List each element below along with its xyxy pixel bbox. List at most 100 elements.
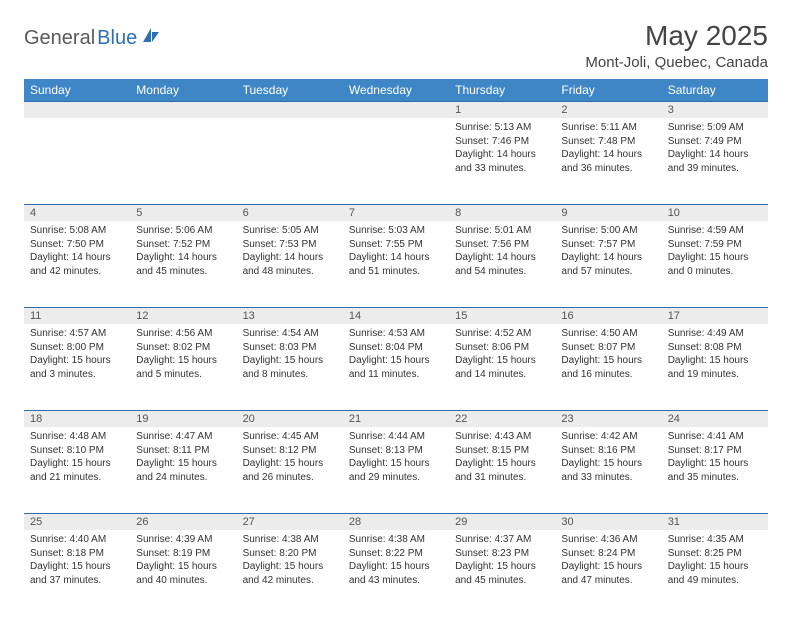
day-line-ss: Sunset: 8:03 PM [243, 341, 337, 355]
day-line-d1: Daylight: 15 hours [455, 354, 549, 368]
day-number: 25 [24, 514, 130, 531]
day-line-d2: and 47 minutes. [561, 574, 655, 588]
day-detail: Sunrise: 4:54 AMSunset: 8:03 PMDaylight:… [237, 324, 343, 387]
day-detail: Sunrise: 4:42 AMSunset: 8:16 PMDaylight:… [555, 427, 661, 490]
day-detail: Sunrise: 4:43 AMSunset: 8:15 PMDaylight:… [449, 427, 555, 490]
day-number: 10 [662, 205, 768, 222]
day-line-sr: Sunrise: 4:53 AM [349, 327, 443, 341]
day-line-d2: and 42 minutes. [30, 265, 124, 279]
day-line-sr: Sunrise: 5:01 AM [455, 224, 549, 238]
day-number: 15 [449, 308, 555, 325]
day-number: 3 [662, 102, 768, 119]
day-line-ss: Sunset: 8:25 PM [668, 547, 762, 561]
day-line-d2: and 40 minutes. [136, 574, 230, 588]
day-line-d1: Daylight: 15 hours [243, 354, 337, 368]
daynum-row: 11121314151617 [24, 308, 768, 325]
day-line-d2: and 57 minutes. [561, 265, 655, 279]
day-number: 2 [555, 102, 661, 119]
day-line-d1: Daylight: 14 hours [136, 251, 230, 265]
day-detail: Sunrise: 4:48 AMSunset: 8:10 PMDaylight:… [24, 427, 130, 490]
day-line-d1: Daylight: 15 hours [136, 560, 230, 574]
day-line-d1: Daylight: 15 hours [668, 354, 762, 368]
day-number: 16 [555, 308, 661, 325]
day-cell: Sunrise: 4:35 AMSunset: 8:25 PMDaylight:… [662, 530, 768, 616]
daynum-row: 45678910 [24, 205, 768, 222]
day-line-d2: and 33 minutes. [455, 162, 549, 176]
day-line-sr: Sunrise: 5:08 AM [30, 224, 124, 238]
day-line-d1: Daylight: 15 hours [349, 354, 443, 368]
title-block: May 2025 Mont-Joli, Quebec, Canada [585, 20, 768, 71]
day-line-ss: Sunset: 7:46 PM [455, 135, 549, 149]
day-cell: Sunrise: 4:44 AMSunset: 8:13 PMDaylight:… [343, 427, 449, 514]
day-number [237, 102, 343, 119]
day-cell: Sunrise: 4:45 AMSunset: 8:12 PMDaylight:… [237, 427, 343, 514]
day-detail: Sunrise: 4:36 AMSunset: 8:24 PMDaylight:… [555, 530, 661, 593]
day-cell [24, 118, 130, 205]
day-line-d2: and 5 minutes. [136, 368, 230, 382]
day-cell [130, 118, 236, 205]
day-number: 19 [130, 411, 236, 428]
day-line-ss: Sunset: 8:02 PM [136, 341, 230, 355]
day-line-d1: Daylight: 15 hours [136, 457, 230, 471]
day-line-d1: Daylight: 15 hours [30, 457, 124, 471]
day-detail: Sunrise: 4:45 AMSunset: 8:12 PMDaylight:… [237, 427, 343, 490]
day-detail: Sunrise: 5:01 AMSunset: 7:56 PMDaylight:… [449, 221, 555, 284]
day-detail [24, 118, 130, 127]
day-line-d1: Daylight: 14 hours [455, 251, 549, 265]
day-detail [343, 118, 449, 127]
day-line-sr: Sunrise: 4:57 AM [30, 327, 124, 341]
day-number: 23 [555, 411, 661, 428]
day-detail: Sunrise: 4:47 AMSunset: 8:11 PMDaylight:… [130, 427, 236, 490]
day-line-ss: Sunset: 8:15 PM [455, 444, 549, 458]
daybody-row: Sunrise: 4:57 AMSunset: 8:00 PMDaylight:… [24, 324, 768, 411]
day-detail: Sunrise: 4:38 AMSunset: 8:20 PMDaylight:… [237, 530, 343, 593]
day-line-sr: Sunrise: 4:37 AM [455, 533, 549, 547]
day-detail: Sunrise: 5:05 AMSunset: 7:53 PMDaylight:… [237, 221, 343, 284]
daybody-row: Sunrise: 4:40 AMSunset: 8:18 PMDaylight:… [24, 530, 768, 616]
day-line-d2: and 42 minutes. [243, 574, 337, 588]
day-line-sr: Sunrise: 4:49 AM [668, 327, 762, 341]
day-line-d2: and 36 minutes. [561, 162, 655, 176]
day-detail: Sunrise: 4:44 AMSunset: 8:13 PMDaylight:… [343, 427, 449, 490]
day-line-d1: Daylight: 15 hours [30, 560, 124, 574]
day-number: 12 [130, 308, 236, 325]
day-cell: Sunrise: 5:05 AMSunset: 7:53 PMDaylight:… [237, 221, 343, 308]
day-line-d2: and 49 minutes. [668, 574, 762, 588]
day-cell: Sunrise: 5:00 AMSunset: 7:57 PMDaylight:… [555, 221, 661, 308]
day-line-sr: Sunrise: 5:03 AM [349, 224, 443, 238]
day-line-d1: Daylight: 15 hours [455, 457, 549, 471]
brand-logo: GeneralBlue [24, 26, 161, 50]
day-cell: Sunrise: 4:50 AMSunset: 8:07 PMDaylight:… [555, 324, 661, 411]
day-line-d1: Daylight: 15 hours [136, 354, 230, 368]
day-detail: Sunrise: 4:35 AMSunset: 8:25 PMDaylight:… [662, 530, 768, 593]
day-number [24, 102, 130, 119]
calendar-table: SundayMondayTuesdayWednesdayThursdayFrid… [24, 79, 768, 616]
day-line-ss: Sunset: 8:07 PM [561, 341, 655, 355]
day-cell: Sunrise: 4:38 AMSunset: 8:20 PMDaylight:… [237, 530, 343, 616]
day-line-sr: Sunrise: 4:56 AM [136, 327, 230, 341]
day-cell: Sunrise: 4:47 AMSunset: 8:11 PMDaylight:… [130, 427, 236, 514]
day-line-d1: Daylight: 15 hours [668, 251, 762, 265]
day-line-d2: and 35 minutes. [668, 471, 762, 485]
day-detail: Sunrise: 4:41 AMSunset: 8:17 PMDaylight:… [662, 427, 768, 490]
day-line-d2: and 0 minutes. [668, 265, 762, 279]
day-line-ss: Sunset: 7:56 PM [455, 238, 549, 252]
day-number: 6 [237, 205, 343, 222]
day-line-ss: Sunset: 8:11 PM [136, 444, 230, 458]
day-detail [237, 118, 343, 127]
calendar-body: 123Sunrise: 5:13 AMSunset: 7:46 PMDaylig… [24, 102, 768, 617]
day-line-d1: Daylight: 15 hours [455, 560, 549, 574]
day-line-ss: Sunset: 7:59 PM [668, 238, 762, 252]
day-number: 9 [555, 205, 661, 222]
day-line-ss: Sunset: 8:19 PM [136, 547, 230, 561]
day-line-sr: Sunrise: 5:05 AM [243, 224, 337, 238]
day-line-ss: Sunset: 8:13 PM [349, 444, 443, 458]
day-line-d1: Daylight: 14 hours [455, 148, 549, 162]
day-line-sr: Sunrise: 4:52 AM [455, 327, 549, 341]
day-cell [237, 118, 343, 205]
day-number: 4 [24, 205, 130, 222]
day-line-ss: Sunset: 7:49 PM [668, 135, 762, 149]
day-detail: Sunrise: 5:00 AMSunset: 7:57 PMDaylight:… [555, 221, 661, 284]
day-line-d2: and 37 minutes. [30, 574, 124, 588]
daynum-row: 123 [24, 102, 768, 119]
